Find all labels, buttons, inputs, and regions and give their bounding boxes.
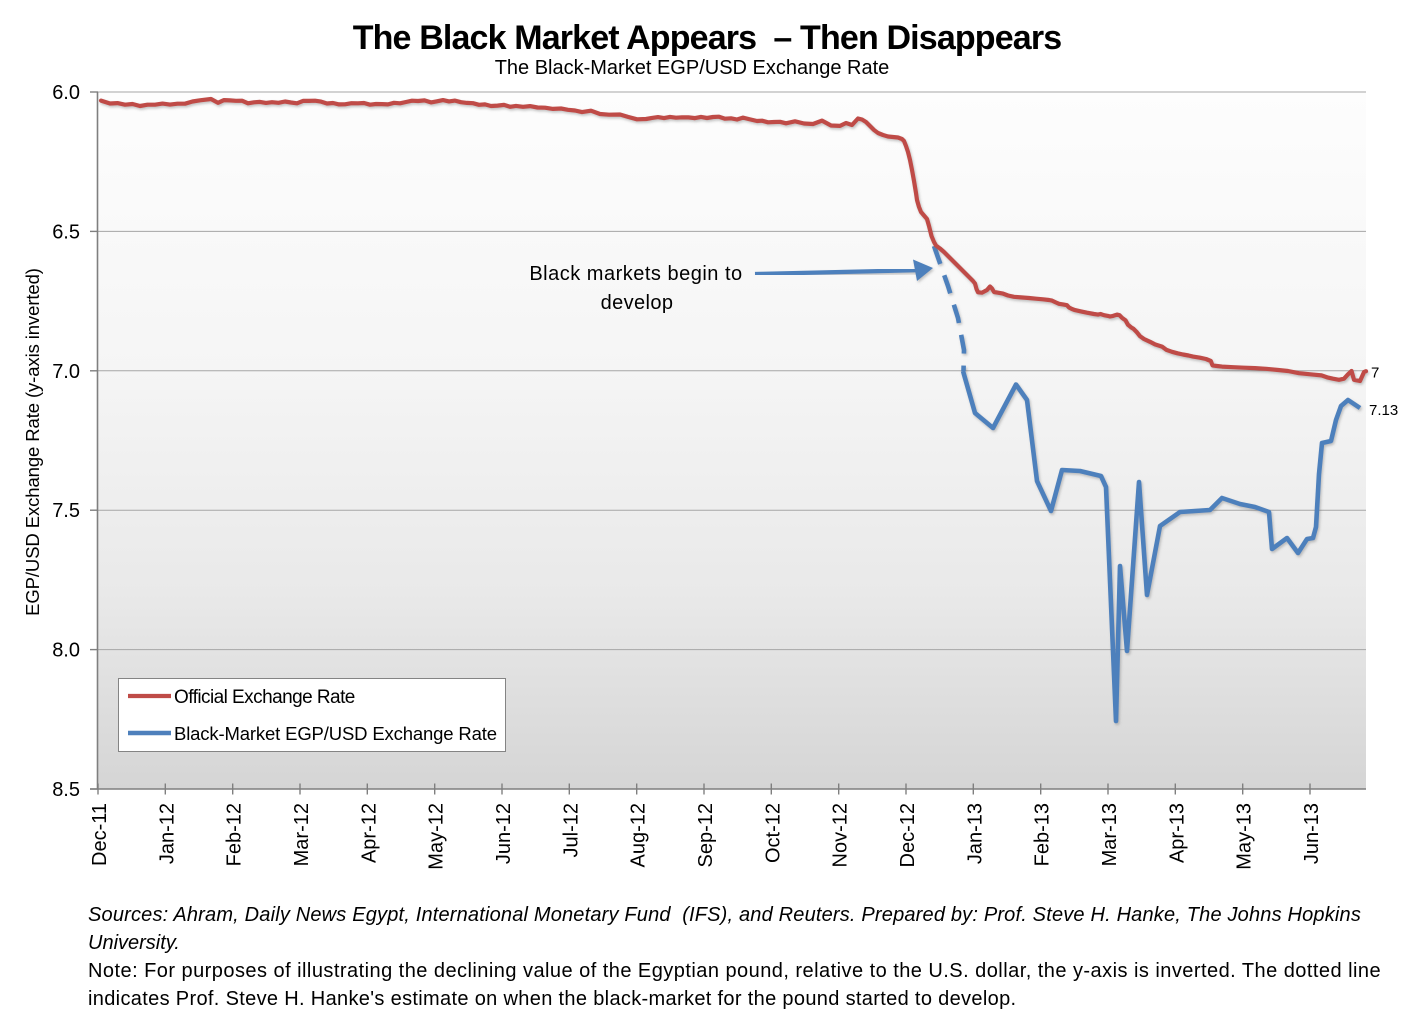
svg-text:University.: University.: [88, 932, 180, 954]
svg-text:7.5: 7.5: [52, 500, 80, 522]
svg-text:Jun-12: Jun-12: [493, 803, 515, 864]
svg-text:Mar-12: Mar-12: [291, 803, 313, 866]
svg-text:Note: For purposes of illustra: Note: For purposes of illustrating the d…: [88, 960, 1381, 982]
svg-text:Feb-12: Feb-12: [224, 803, 246, 866]
svg-text:Feb-13: Feb-13: [1032, 803, 1054, 866]
svg-text:Black markets begin to: Black markets begin to: [529, 263, 742, 285]
svg-text:7: 7: [1371, 365, 1379, 382]
svg-text:Nov-12: Nov-12: [830, 803, 852, 867]
svg-text:Jan-12: Jan-12: [156, 803, 178, 864]
svg-text:7.13: 7.13: [1369, 402, 1398, 419]
svg-text:EGP/USD Exchange Rate (y-axis: EGP/USD Exchange Rate (y-axis inverted): [22, 268, 43, 616]
svg-text:Dec-11: Dec-11: [89, 803, 111, 866]
svg-text:Sep-12: Sep-12: [695, 803, 717, 868]
svg-text:Jun-13: Jun-13: [1301, 803, 1323, 864]
svg-text:Sources: Ahram, Daily News Egy: Sources: Ahram, Daily News Egypt, Intern…: [88, 904, 1361, 926]
svg-text:Apr-12: Apr-12: [358, 803, 380, 863]
svg-text:7.0: 7.0: [52, 361, 80, 383]
svg-text:6.5: 6.5: [52, 221, 80, 243]
svg-text:The Black Market Appears – Th: The Black Market Appears – Then Disappea…: [353, 19, 1062, 57]
svg-text:Oct-12: Oct-12: [762, 803, 784, 863]
svg-text:develop: develop: [601, 292, 674, 314]
svg-text:Official Exchange Rate: Official Exchange Rate: [174, 687, 355, 708]
svg-text:6.0: 6.0: [52, 82, 80, 104]
svg-text:The Black-Market EGP/USD Excha: The Black-Market EGP/USD Exchange Rate: [495, 57, 890, 79]
svg-text:8.0: 8.0: [52, 640, 80, 662]
svg-text:May-13: May-13: [1234, 803, 1256, 870]
svg-text:Black-Market EGP/USD Exchange: Black-Market EGP/USD Exchange Rate: [174, 723, 497, 744]
svg-text:Aug-12: Aug-12: [628, 803, 650, 868]
svg-text:Jul-12: Jul-12: [560, 803, 582, 857]
svg-text:Dec-12: Dec-12: [897, 803, 919, 867]
svg-text:Apr-13: Apr-13: [1166, 803, 1188, 863]
svg-text:Mar-13: Mar-13: [1099, 803, 1121, 866]
svg-text:8.5: 8.5: [52, 779, 80, 801]
svg-text:indicates Prof. Steve H. Hanke: indicates Prof. Steve H. Hanke's estimat…: [88, 988, 1016, 1010]
svg-text:May-12: May-12: [426, 803, 448, 870]
svg-text:Jan-13: Jan-13: [964, 803, 986, 864]
